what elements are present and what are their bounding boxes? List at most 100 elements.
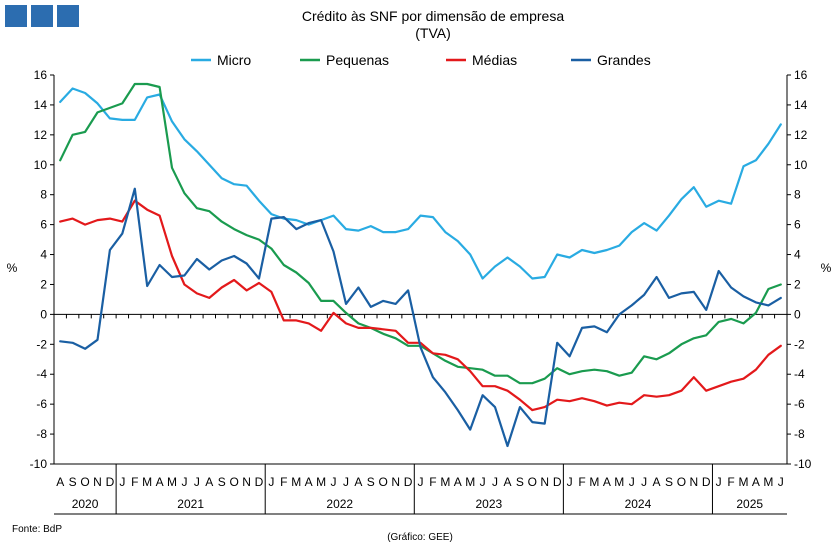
credit-note: (Gráfico: GEE): [387, 532, 453, 543]
series-line-pequenas: [59, 82, 782, 385]
legend-label-micro: Micro: [217, 52, 251, 68]
y-tick-label-left: -8: [36, 427, 47, 441]
month-label: J: [181, 475, 187, 489]
month-label: M: [316, 475, 326, 489]
y-tick-label-left: 14: [34, 98, 48, 112]
month-label: A: [354, 475, 362, 489]
year-label: 2022: [326, 497, 353, 511]
month-label: J: [778, 475, 784, 489]
series-line-medias: [59, 199, 782, 412]
month-label: S: [665, 475, 673, 489]
month-label: A: [205, 475, 213, 489]
y-tick-label-right: 2: [794, 277, 801, 291]
y-tick-label-left: 2: [40, 277, 47, 291]
y-axis-label-right: %: [821, 261, 832, 275]
y-tick-label-right: -4: [794, 367, 805, 381]
month-label: O: [229, 475, 238, 489]
month-label: M: [589, 475, 599, 489]
month-label: A: [503, 475, 511, 489]
logo-square-1: [5, 5, 27, 27]
legend-label-pequenas: Pequenas: [326, 52, 389, 68]
month-label: A: [752, 475, 760, 489]
series-line-micro: [59, 87, 782, 280]
month-label: M: [739, 475, 749, 489]
month-label: F: [578, 475, 585, 489]
month-label: F: [727, 475, 734, 489]
month-label: J: [716, 475, 722, 489]
month-label: S: [516, 475, 524, 489]
chart-title: Crédito às SNF por dimensão de empresa: [302, 8, 564, 24]
legend-label-medias: Médias: [472, 52, 517, 68]
month-label: J: [194, 475, 200, 489]
month-label: J: [119, 475, 125, 489]
month-label: D: [106, 475, 115, 489]
y-tick-label-right: 8: [794, 188, 801, 202]
month-label: J: [629, 475, 635, 489]
chart-subtitle: (TVA): [415, 25, 451, 41]
month-label: A: [603, 475, 611, 489]
y-tick-label-left: 0: [40, 307, 47, 321]
y-tick-label-right: -10: [794, 457, 812, 471]
month-label: A: [305, 475, 313, 489]
y-tick-label-left: 6: [40, 218, 47, 232]
month-label: F: [131, 475, 138, 489]
month-label: N: [540, 475, 549, 489]
year-label: 2024: [625, 497, 652, 511]
month-label: N: [689, 475, 698, 489]
y-tick-label-right: 6: [794, 218, 801, 232]
month-label: J: [331, 475, 337, 489]
month-label: M: [614, 475, 624, 489]
y-tick-label-right: 14: [794, 98, 808, 112]
month-label: O: [677, 475, 686, 489]
y-tick-label-right: 0: [794, 307, 801, 321]
month-label: M: [291, 475, 301, 489]
month-label: S: [218, 475, 226, 489]
y-tick-label-right: 16: [794, 68, 808, 82]
axes: -10 -10 -8 -8 -6 -6 -4 -4 -2 -2 0 0 2 2 4 4 6 6 8 8 10 10 12 12…: [30, 68, 812, 515]
legend-label-grandes: Grandes: [597, 52, 651, 68]
series-line-grandes: [59, 187, 782, 448]
y-tick-label-right: -2: [794, 337, 805, 351]
y-tick-label-left: -10: [30, 457, 48, 471]
y-tick-label-left: 16: [34, 68, 48, 82]
month-label: J: [418, 475, 424, 489]
logo-square-3: [57, 5, 79, 27]
month-label: J: [641, 475, 647, 489]
month-label: O: [528, 475, 537, 489]
month-label: J: [480, 475, 486, 489]
month-label: J: [567, 475, 573, 489]
y-tick-label-right: 10: [794, 158, 808, 172]
month-label: A: [156, 475, 164, 489]
month-label: S: [367, 475, 375, 489]
month-label: A: [653, 475, 661, 489]
month-label: F: [280, 475, 287, 489]
month-label: M: [763, 475, 773, 489]
month-label: S: [69, 475, 77, 489]
y-tick-label-right: -8: [794, 427, 805, 441]
y-tick-label-left: -6: [36, 397, 47, 411]
month-label: A: [454, 475, 462, 489]
series-lines: [59, 82, 782, 448]
month-label: M: [465, 475, 475, 489]
month-label: O: [80, 475, 89, 489]
y-axis-label-left: %: [7, 261, 18, 275]
y-tick-label-left: 4: [40, 248, 47, 262]
year-label: 2020: [72, 497, 99, 511]
month-label: N: [391, 475, 400, 489]
y-tick-label-left: 10: [34, 158, 48, 172]
month-label: D: [255, 475, 264, 489]
year-label: 2025: [736, 497, 763, 511]
month-label: O: [379, 475, 388, 489]
y-tick-label-left: -2: [36, 337, 47, 351]
month-label: M: [440, 475, 450, 489]
y-tick-label-right: -6: [794, 397, 805, 411]
month-label: N: [242, 475, 251, 489]
logo-square-2: [31, 5, 53, 27]
gee-logo: [5, 5, 79, 27]
month-label: D: [404, 475, 413, 489]
month-label: A: [56, 475, 64, 489]
y-tick-label-left: 8: [40, 188, 47, 202]
year-label: 2023: [475, 497, 502, 511]
month-label: J: [492, 475, 498, 489]
